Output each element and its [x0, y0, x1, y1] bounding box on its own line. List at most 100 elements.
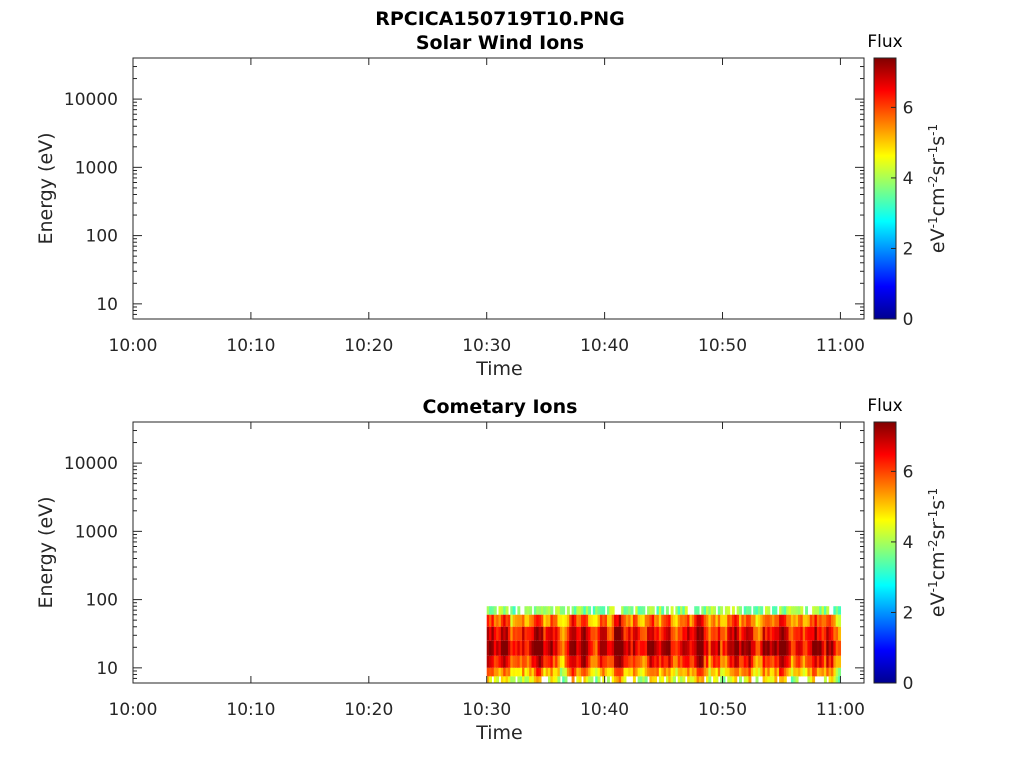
heatmap-cell [731, 626, 735, 641]
heatmap-cell [727, 640, 731, 656]
heatmap-cell [559, 667, 563, 677]
heatmap-cell [783, 640, 787, 656]
heatmap-cell [637, 626, 641, 641]
heatmap-cell [581, 655, 584, 668]
heatmap-cell [687, 676, 691, 683]
heatmap-cell [510, 614, 514, 627]
heatmap-cell [531, 676, 535, 683]
heatmap-cell [569, 667, 573, 677]
heatmap-cell [795, 614, 799, 627]
heatmap-cell [489, 626, 493, 641]
heatmap-cell [762, 640, 766, 656]
heatmap-cell [493, 640, 497, 656]
heatmap-cell [493, 606, 497, 615]
heatmap-cell [807, 626, 811, 641]
heatmap-cell [781, 614, 785, 627]
heatmap-cell [555, 614, 559, 627]
heatmap-cell [729, 655, 733, 668]
heatmap-cell [828, 676, 832, 683]
heatmap-cell [673, 655, 676, 668]
heatmap-cell [635, 640, 639, 656]
heatmap-cell [628, 667, 632, 677]
heatmap-cell [703, 606, 707, 615]
heatmap-cell [710, 667, 714, 677]
heatmap-cell [814, 606, 818, 615]
heatmap-cell [642, 606, 646, 615]
heatmap-cell [727, 614, 731, 627]
heatmap-cell [496, 655, 500, 668]
heatmap-cell [774, 640, 778, 656]
heatmap-cell [550, 626, 554, 641]
heatmap-cell [566, 614, 570, 627]
heatmap-cell [616, 676, 620, 683]
heatmap-cell [774, 676, 778, 683]
heatmap-cell [661, 640, 665, 656]
heatmap-cell [555, 667, 559, 677]
heatmap-cell [604, 640, 608, 656]
heatmap-cell [632, 626, 636, 641]
heatmap-cell [783, 614, 787, 627]
heatmap-cell [517, 626, 521, 641]
heatmap-cell [734, 667, 738, 677]
heatmap-cell [566, 640, 570, 656]
heatmap-cell [807, 667, 811, 677]
heatmap-cell [531, 640, 535, 656]
heatmap-cell [524, 667, 528, 677]
heatmap-cell [800, 626, 804, 641]
heatmap-cell [663, 640, 667, 656]
heatmap-cell [748, 626, 752, 641]
heatmap-cell [550, 614, 554, 627]
heatmap-cell [557, 667, 561, 677]
heatmap-cell [790, 655, 794, 668]
heatmap-cell [776, 667, 780, 677]
heatmap-cell [729, 614, 733, 627]
heatmap-cell [783, 667, 787, 677]
heatmap-cell [630, 606, 634, 615]
heatmap-cell [779, 626, 783, 641]
heatmap-cell [706, 640, 709, 656]
heatmap-cell [578, 667, 582, 677]
heatmap-cell [545, 667, 549, 677]
heatmap-cell [786, 614, 790, 627]
heatmap-cell [583, 606, 587, 615]
x-tick-label: 10:40 [580, 700, 629, 720]
heatmap-cell [597, 626, 601, 641]
heatmap-cell [630, 655, 634, 668]
heatmap-cell [562, 676, 566, 683]
heatmap-cell [590, 640, 594, 656]
heatmap-cell [550, 667, 554, 677]
heatmap-cell [505, 640, 509, 656]
heatmap-cell [538, 626, 542, 641]
heatmap-cell [614, 640, 618, 656]
heatmap-cell [762, 667, 766, 677]
heatmap-cell [793, 606, 797, 615]
heatmap-cell [800, 614, 804, 627]
colorbar-tick-label: 2 [903, 239, 914, 259]
heatmap-cell [821, 606, 825, 615]
heatmap-cell [545, 614, 549, 627]
heatmap-cell [762, 655, 766, 668]
heatmap-cell [783, 676, 787, 683]
heatmap-cell [684, 606, 688, 615]
heatmap-cell [795, 640, 799, 656]
heatmap-cell [635, 667, 639, 677]
heatmap-cell [708, 606, 712, 615]
heatmap-cell [538, 640, 542, 656]
heatmap-cell [557, 655, 561, 668]
heatmap-cell [682, 640, 686, 656]
heatmap-cell [757, 614, 761, 627]
heatmap-cell [696, 676, 700, 683]
heatmap-cell [717, 667, 721, 677]
colorbar-tick-label: 4 [903, 533, 914, 553]
heatmap-cell [590, 667, 594, 677]
heatmap-cell [552, 667, 556, 677]
heatmap-cell [826, 667, 830, 677]
heatmap-cell [538, 614, 542, 627]
heatmap-cell [807, 655, 811, 668]
heatmap-cell [727, 667, 731, 677]
heatmap-cell [644, 667, 648, 677]
heatmap-cell [609, 667, 613, 677]
heatmap-cell [507, 676, 511, 683]
heatmap-cell [597, 606, 601, 615]
heatmap-cell [734, 640, 738, 656]
